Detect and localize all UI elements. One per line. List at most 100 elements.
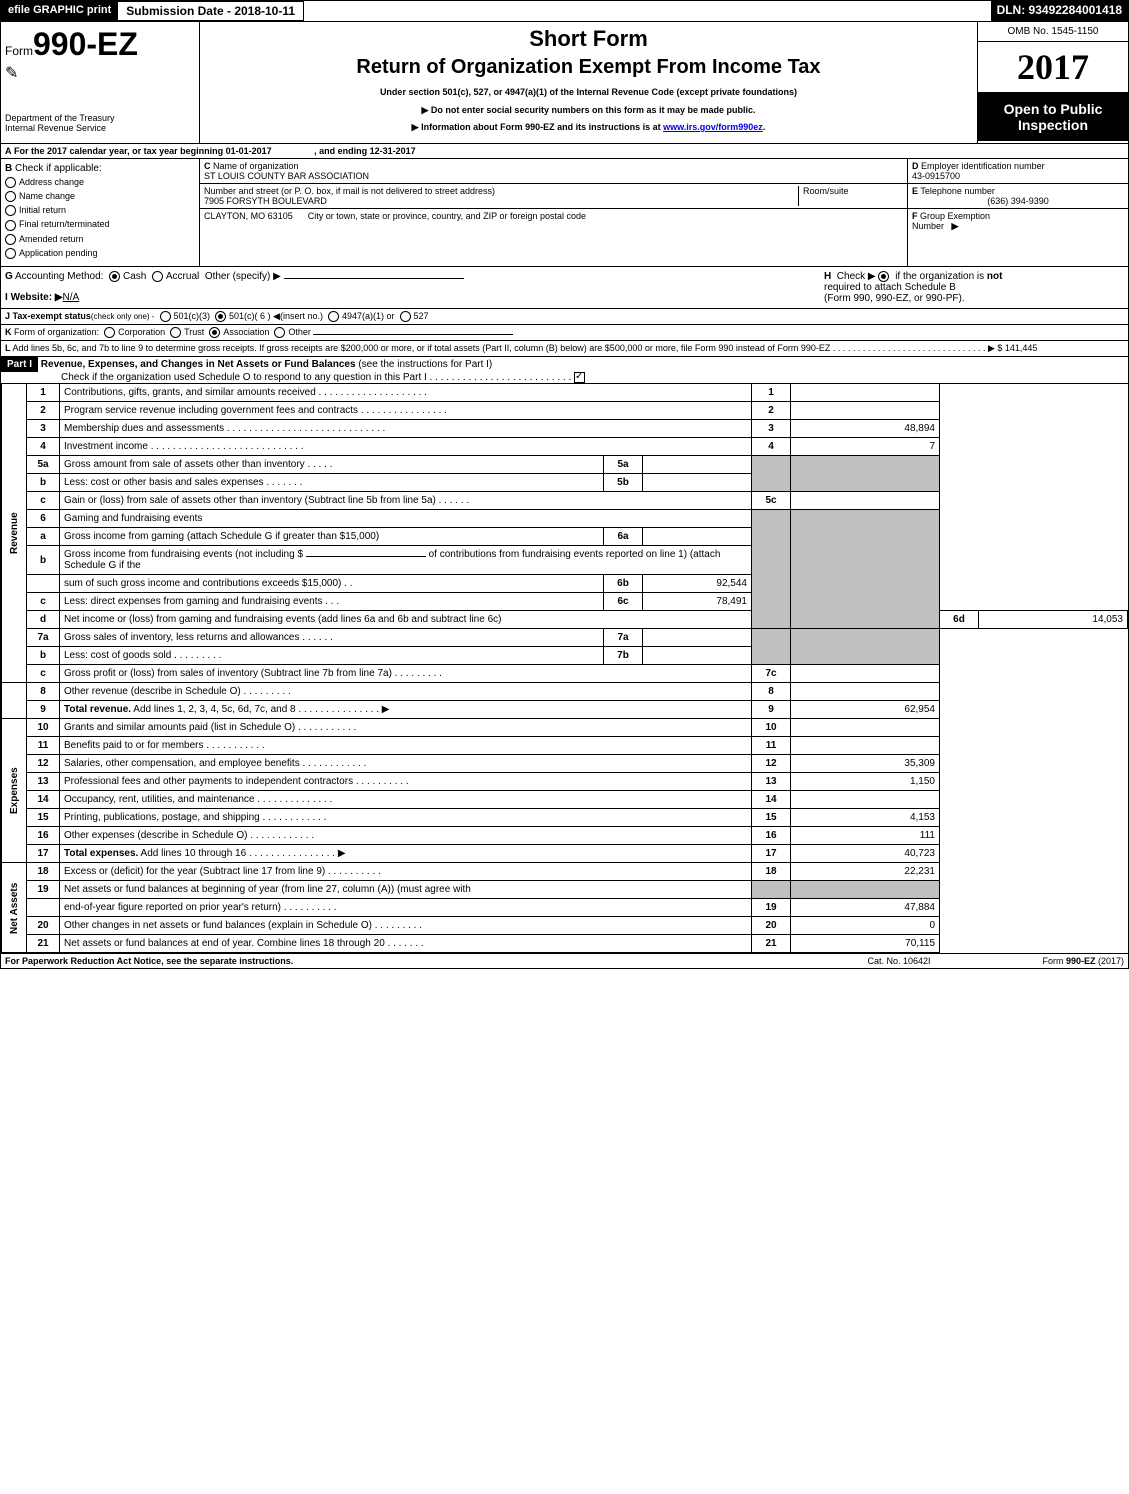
lineno: 14 [27, 791, 60, 809]
form990ez-link[interactable]: www.irs.gov/form990ez [663, 122, 763, 132]
h-text3: (Form 990, 990-EZ, or 990-PF). [824, 293, 965, 304]
table-row: Revenue 1 Contributions, gifts, grants, … [2, 384, 1128, 402]
table-row: c Gain or (loss) from sale of assets oth… [2, 492, 1128, 510]
top-bar: efile GRAPHIC print Submission Date - 20… [1, 1, 1128, 21]
line-desc: Total expenses. Add lines 10 through 16 … [60, 845, 752, 863]
efile-print-button[interactable]: efile GRAPHIC print [1, 1, 118, 21]
label-i: I [5, 292, 8, 303]
row-l: L Add lines 5b, 6c, and 7b to line 9 to … [1, 340, 1128, 356]
line-desc: Other changes in net assets or fund bala… [60, 917, 752, 935]
cb-4947[interactable] [328, 311, 339, 322]
phone-value: (636) 394-9390 [912, 196, 1124, 206]
table-row: b Less: cost of goods sold . . . . . . .… [2, 647, 1128, 665]
footer-right-pre: Form [1042, 956, 1066, 966]
col-b: B Check if applicable: Address change Na… [1, 159, 200, 266]
boxno: 4 [752, 438, 791, 456]
b-title: Check if applicable: [15, 163, 102, 174]
cb-amended-return[interactable] [5, 234, 16, 245]
lineno: 10 [27, 719, 60, 737]
g-other-blank[interactable] [284, 278, 464, 279]
cb-address-change[interactable] [5, 177, 16, 188]
c-name-label: Name of organization [213, 161, 299, 171]
cb-527[interactable] [400, 311, 411, 322]
treasury-line2: Internal Revenue Service [5, 123, 106, 133]
l6b-blank[interactable] [306, 556, 426, 557]
amount: 14,053 [979, 611, 1128, 629]
boxno: 3 [752, 420, 791, 438]
boxno: 14 [752, 791, 791, 809]
cb-501c[interactable] [215, 311, 226, 322]
sidelabel-cont [2, 683, 27, 719]
part1-note: (see the instructions for Part I) [358, 359, 492, 370]
part1-checkline: Check if the organization used Schedule … [1, 372, 571, 383]
cb-501c3[interactable] [160, 311, 171, 322]
k-other-blank[interactable] [313, 334, 513, 335]
i-title: Website: ▶ [11, 292, 63, 303]
cb-final-label: Final return/terminated [19, 219, 110, 229]
cb-final-return[interactable] [5, 220, 16, 231]
cb-trust[interactable] [170, 327, 181, 338]
cb-assoc-label: Association [223, 327, 269, 337]
label-g: G [5, 271, 13, 282]
amount [791, 791, 940, 809]
header-center: Short Form Return of Organization Exempt… [200, 22, 978, 143]
label-j: J [5, 311, 10, 321]
footer-right-bold: 990-EZ [1066, 956, 1096, 966]
table-row: 13 Professional fees and other payments … [2, 773, 1128, 791]
gray-cell [752, 629, 791, 665]
col-g: G Accounting Method: Cash Accrual Other … [5, 271, 824, 304]
subbox-label: 6b [604, 575, 643, 593]
boxno: 2 [752, 402, 791, 420]
boxno: 11 [752, 737, 791, 755]
line-desc: end-of-year figure reported on prior yea… [60, 899, 752, 917]
table-row: 16 Other expenses (describe in Schedule … [2, 827, 1128, 845]
boxno: 12 [752, 755, 791, 773]
cb-corp-label: Corporation [118, 327, 165, 337]
table-row: 21 Net assets or fund balances at end of… [2, 935, 1128, 953]
cb-cash[interactable] [109, 271, 120, 282]
cb-application-pending[interactable] [5, 248, 16, 259]
lineno: 15 [27, 809, 60, 827]
instr2-pre: ▶ Information about Form 990-EZ and its … [412, 122, 663, 132]
cb-accrual[interactable] [152, 271, 163, 282]
table-row: 14 Occupancy, rent, utilities, and maint… [2, 791, 1128, 809]
line-desc: Other revenue (describe in Schedule O) .… [60, 683, 752, 701]
table-row: 20 Other changes in net assets or fund b… [2, 917, 1128, 935]
part1-header-row: Part I Revenue, Expenses, and Changes in… [1, 356, 1128, 383]
boxno: 6d [940, 611, 979, 629]
cb-527-label: 527 [414, 311, 429, 321]
cb-other-org[interactable] [274, 327, 285, 338]
footer-right-post: (2017) [1095, 956, 1124, 966]
sidelabel-revenue: Revenue [2, 384, 27, 683]
form-prefix: Form [5, 44, 33, 58]
h-text2: required to attach Schedule B [824, 282, 956, 293]
box-e: E Telephone number (636) 394-9390 [908, 184, 1128, 209]
dln: DLN: 93492284001418 [991, 1, 1128, 21]
cb-name-change[interactable] [5, 191, 16, 202]
lineno: c [27, 593, 60, 611]
cb-h[interactable] [878, 271, 889, 282]
amount: 48,894 [791, 420, 940, 438]
lineno: 7a [27, 629, 60, 647]
line-desc: Gross sales of inventory, less returns a… [60, 629, 604, 647]
cb-association[interactable] [209, 327, 220, 338]
col-h: H Check ▶ if the organization is not req… [824, 271, 1124, 304]
line-desc: Program service revenue including govern… [60, 402, 752, 420]
cb-schedule-o[interactable] [574, 372, 585, 383]
subbox-label: 5b [604, 474, 643, 492]
gray-cell [791, 881, 940, 899]
org-name: ST LOUIS COUNTY BAR ASSOCIATION [204, 171, 369, 181]
c-addr-label: Number and street (or P. O. box, if mail… [204, 186, 495, 196]
footer-right: Form 990-EZ (2017) [974, 956, 1124, 966]
table-row: d Net income or (loss) from gaming and f… [2, 611, 1128, 629]
l17-desc: Add lines 10 through 16 . . . . . . . . … [138, 848, 345, 859]
subbox-label: 7b [604, 647, 643, 665]
lineno: 17 [27, 845, 60, 863]
table-row: c Gross profit or (loss) from sales of i… [2, 665, 1128, 683]
cb-initial-return[interactable] [5, 205, 16, 216]
cb-corporation[interactable] [104, 327, 115, 338]
c-name-row: C Name of organization ST LOUIS COUNTY B… [200, 159, 907, 184]
boxno: 19 [752, 899, 791, 917]
amount: 7 [791, 438, 940, 456]
line-desc: Benefits paid to or for members . . . . … [60, 737, 752, 755]
